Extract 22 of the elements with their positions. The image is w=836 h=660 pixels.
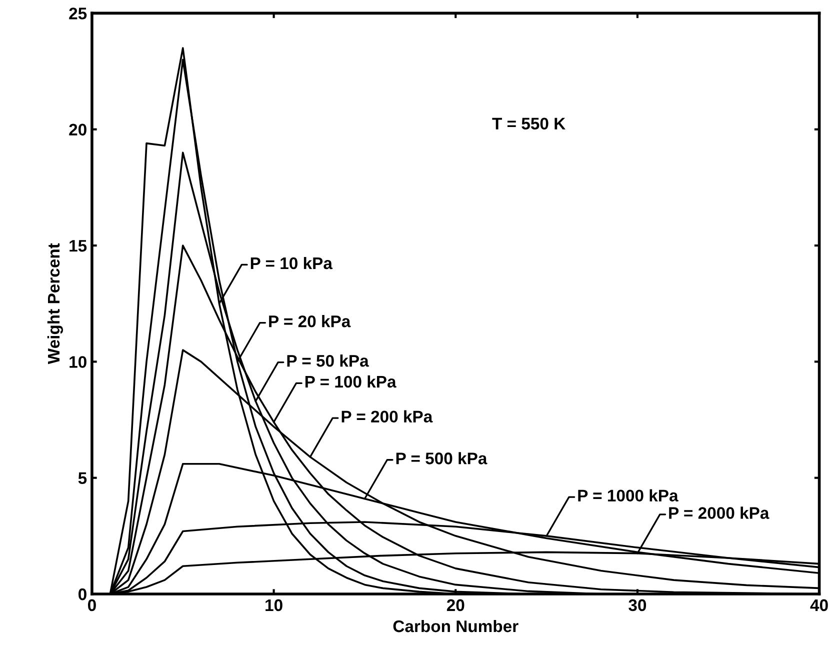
y-axis-title: Weight Percent (47, 243, 64, 364)
x-tick-label: 30 (628, 599, 646, 612)
annotation: P = 200 kPa (342, 410, 433, 423)
annotation: P = 50 kPa (287, 354, 369, 367)
y-tick-label: 25 (69, 8, 87, 20)
y-tick-label: 5 (78, 472, 87, 484)
y-tick-label: 0 (78, 588, 86, 600)
y-tick-label: 15 (70, 240, 87, 252)
x-tick-label: 0 (88, 599, 96, 612)
annotation: P = 2000 kPa (669, 506, 770, 519)
x-axis-title: Carbon Number (393, 620, 518, 632)
annotation: P = 1000 kPa (578, 489, 678, 502)
annotation: P = 20 kPa (269, 315, 351, 328)
annotation: T = 550 K (492, 118, 566, 130)
annotation: P = 100 kPa (305, 375, 396, 388)
y-tick-label: 10 (70, 356, 86, 368)
annotation: P = 500 kPa (396, 452, 488, 464)
x-tick-label: 10 (266, 599, 282, 612)
annotation: P = 10 kPa (250, 256, 333, 270)
y-tick-label: 20 (69, 124, 86, 136)
x-tick-label: 20 (446, 599, 464, 612)
x-tick-label: 40 (810, 599, 828, 612)
